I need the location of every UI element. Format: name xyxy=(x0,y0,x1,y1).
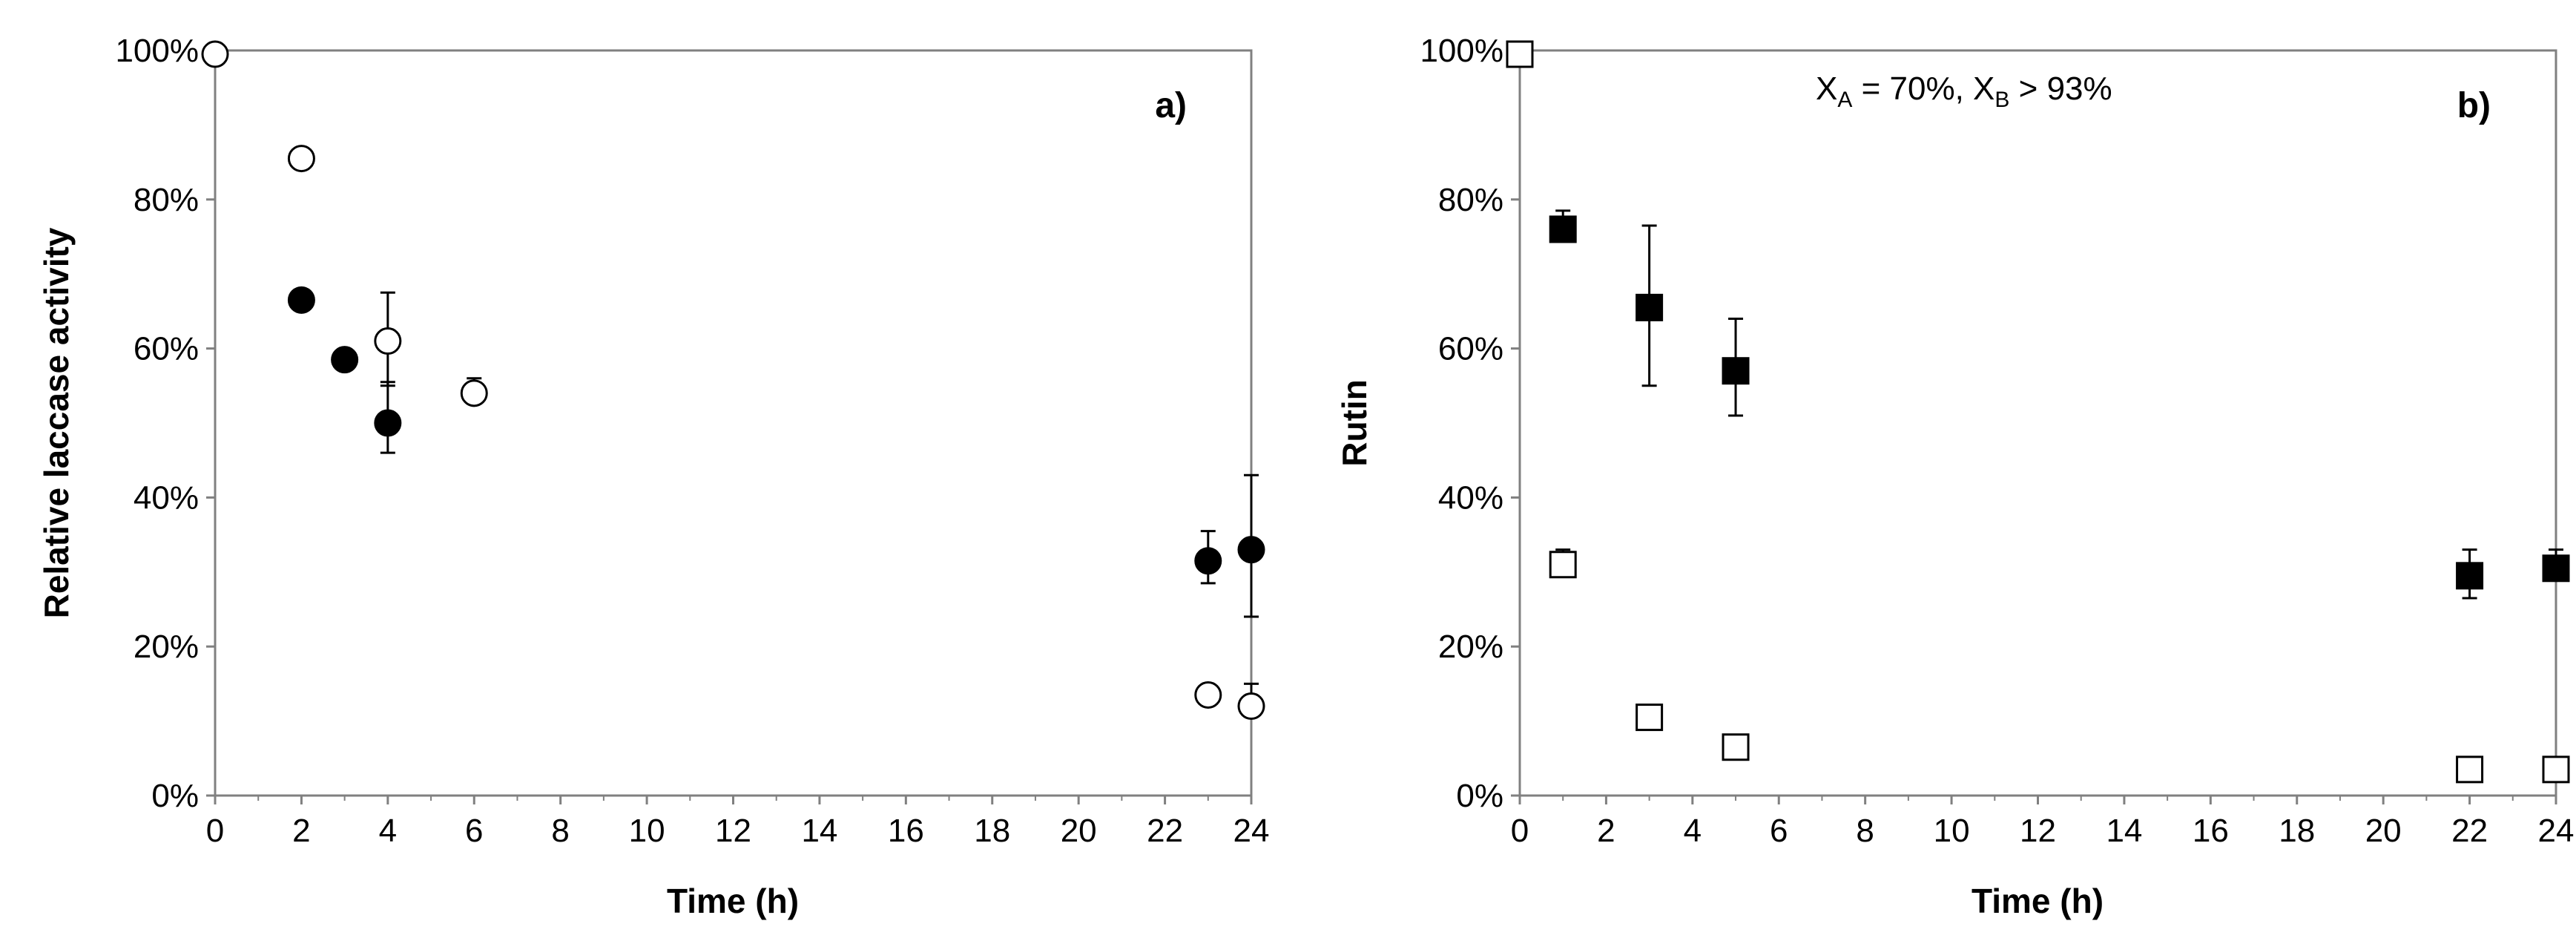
data-point-b-0-4 xyxy=(2542,554,2570,583)
x-tick-label-a-12: 24 xyxy=(1233,813,1270,849)
panel-label-b: b) xyxy=(2457,86,2491,125)
data-point-b-1-5 xyxy=(2542,755,2570,784)
marks-b: 0 2 4 6 8 10 12 14 16 18 20 22 240%20%40%60%80%100% xyxy=(1420,33,2574,849)
y-tick-label-b-4: 80% xyxy=(1438,182,1503,218)
y-tick-label-b-5: 100% xyxy=(1420,33,1503,69)
y-tick-label-a-3: 60% xyxy=(134,331,199,367)
x-tick-label-b-0: 0 xyxy=(1511,813,1529,849)
data-point-a-0-0 xyxy=(201,40,229,68)
y-tick-label-b-1: 20% xyxy=(1438,629,1503,665)
x-tick-label-b-10: 20 xyxy=(2365,813,2402,849)
x-tick-label-a-6: 12 xyxy=(715,813,751,849)
data-point-a-0-2 xyxy=(374,327,402,355)
x-tick-label-a-7: 14 xyxy=(801,813,837,849)
data-point-a-0-4 xyxy=(1194,681,1222,709)
data-point-b-1-0 xyxy=(1506,40,1534,68)
x-tick-label-b-11: 22 xyxy=(2451,813,2488,849)
x-axis-title-a: Time (h) xyxy=(667,882,799,920)
data-point-b-1-3 xyxy=(1722,733,1750,761)
data-point-b-1-1 xyxy=(1549,551,1577,579)
x-tick-label-b-8: 16 xyxy=(2193,813,2229,849)
y-tick-label-a-5: 100% xyxy=(115,33,199,69)
x-tick-label-b-9: 18 xyxy=(2279,813,2315,849)
data-point-a-1-4 xyxy=(1237,536,1265,564)
x-tick-label-a-11: 22 xyxy=(1147,813,1183,849)
x-tick-label-b-7: 14 xyxy=(2106,813,2142,849)
y-tick-label-b-0: 0% xyxy=(1456,778,1503,814)
data-point-a-1-0 xyxy=(287,286,315,314)
data-point-a-0-5 xyxy=(1237,692,1265,721)
x-tick-label-a-5: 10 xyxy=(629,813,665,849)
x-tick-label-a-3: 6 xyxy=(465,813,483,849)
x-axis-title-b: Time (h) xyxy=(1971,882,2104,920)
x-tick-label-a-1: 2 xyxy=(292,813,310,849)
data-point-b-0-0 xyxy=(1549,215,1577,243)
y-tick-label-a-0: 0% xyxy=(151,778,199,814)
x-tick-label-b-4: 8 xyxy=(1856,813,1874,849)
data-point-a-1-1 xyxy=(331,346,359,374)
x-tick-label-b-1: 2 xyxy=(1597,813,1615,849)
data-point-b-1-4 xyxy=(2456,755,2484,784)
x-tick-label-a-0: 0 xyxy=(206,813,224,849)
data-point-a-1-2 xyxy=(374,409,402,437)
y-tick-label-b-2: 40% xyxy=(1438,479,1503,516)
data-point-a-0-1 xyxy=(287,145,315,173)
y-tick-label-a-2: 40% xyxy=(134,479,199,516)
panel-label-a: a) xyxy=(1155,86,1187,125)
conversion-annotation: XA = 70%, XB > 93% xyxy=(1816,71,2112,112)
y-tick-label-a-1: 20% xyxy=(134,629,199,665)
x-tick-label-a-4: 8 xyxy=(551,813,569,849)
data-point-b-0-3 xyxy=(2456,562,2484,590)
x-tick-label-b-5: 10 xyxy=(1934,813,1970,849)
y-axis-title-b: Rutin xyxy=(1335,379,1374,467)
data-point-b-1-2 xyxy=(1635,704,1664,732)
y-tick-label-b-3: 60% xyxy=(1438,331,1503,367)
chart-panel-a: 0 2 4 6 8 10 12 14 16 18 20 22 240%20%40%60%80%100% … xyxy=(37,33,1269,920)
x-tick-label-a-8: 16 xyxy=(888,813,924,849)
data-point-a-1-3 xyxy=(1194,547,1222,575)
y-tick-label-a-4: 80% xyxy=(134,182,199,218)
data-point-b-0-2 xyxy=(1722,357,1750,385)
data-point-b-0-1 xyxy=(1635,293,1664,321)
x-tick-label-b-6: 12 xyxy=(2020,813,2056,849)
chart-panel-b: 0 2 4 6 8 10 12 14 16 18 20 22 240%20%40%60%80%100% … xyxy=(1335,33,2574,920)
marks-a: 0 2 4 6 8 10 12 14 16 18 20 22 240%20%40%60%80%100% xyxy=(115,33,1269,849)
x-tick-label-a-2: 4 xyxy=(379,813,397,849)
x-tick-label-b-12: 24 xyxy=(2538,813,2575,849)
x-tick-label-a-10: 20 xyxy=(1061,813,1097,849)
x-tick-label-b-2: 4 xyxy=(1684,813,1702,849)
x-tick-label-a-9: 18 xyxy=(974,813,1010,849)
x-tick-label-b-3: 6 xyxy=(1770,813,1788,849)
y-axis-title-a: Relative laccase activity xyxy=(37,227,76,618)
data-point-a-0-3 xyxy=(460,379,488,407)
